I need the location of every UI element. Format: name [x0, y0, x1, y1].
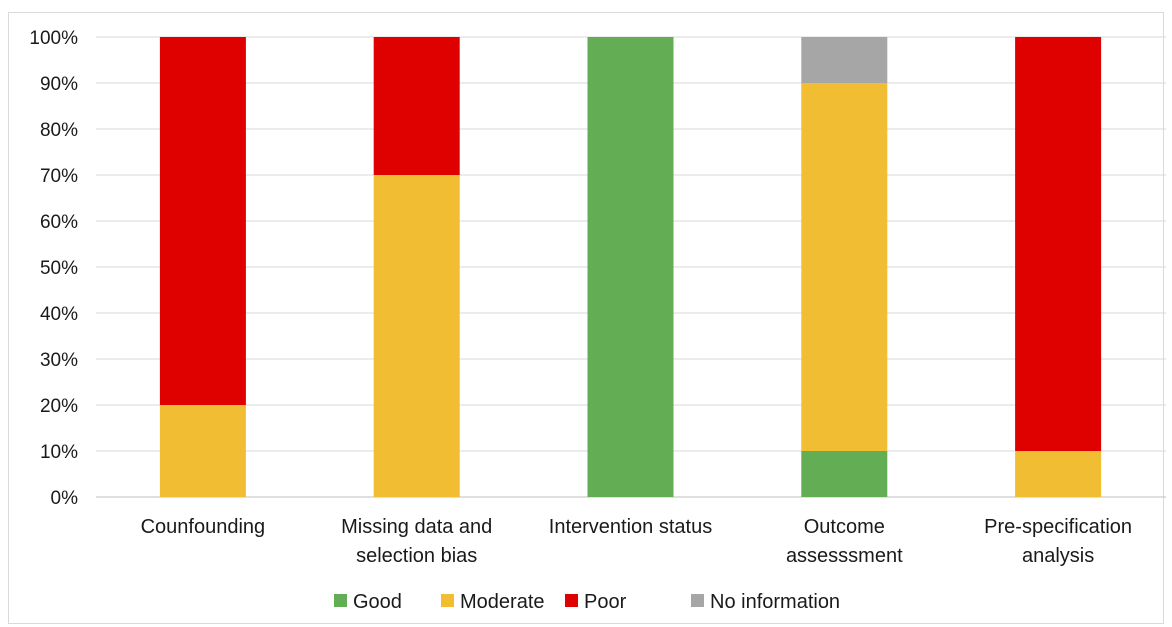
bar-good-2: [587, 37, 674, 497]
x-category-label: Missing data and: [341, 516, 492, 538]
y-tick-label: 80%: [40, 120, 78, 141]
y-tick-label: 50%: [40, 258, 78, 279]
legend-label: Poor: [584, 591, 627, 613]
y-tick-label: 70%: [40, 166, 78, 187]
legend-swatch-no-information: [691, 594, 704, 607]
x-category-label: assesssment: [786, 545, 903, 567]
legend-swatch-poor: [565, 594, 578, 607]
x-category-label: Counfounding: [141, 516, 266, 538]
x-category-label: Outcome: [804, 516, 885, 538]
legend-label: Good: [353, 591, 402, 613]
bar-good-3: [801, 451, 888, 497]
y-tick-label: 60%: [40, 212, 78, 233]
x-category-label: selection bias: [356, 545, 477, 567]
bar-poor-4: [1015, 37, 1102, 451]
bar-no-information-3: [801, 37, 888, 83]
legend-swatch-good: [334, 594, 347, 607]
y-tick-label: 90%: [40, 74, 78, 95]
y-axis: 0% 10% 20% 30% 40% 50% 60% 70% 80% 90% 100%: [29, 28, 78, 509]
y-tick-label: 0%: [51, 488, 79, 509]
y-tick-label: 30%: [40, 350, 78, 371]
x-category-label: Intervention status: [549, 516, 712, 538]
bar-moderate-3: [801, 83, 888, 451]
legend: Good Moderate Poor No information: [334, 591, 840, 613]
legend-label: No information: [710, 591, 840, 613]
y-tick-label: 40%: [40, 304, 78, 325]
bar-moderate-4: [1015, 451, 1102, 497]
bar-moderate-0: [159, 405, 246, 497]
legend-swatch-moderate: [441, 594, 454, 607]
y-tick-label: 10%: [40, 442, 78, 463]
y-tick-label: 20%: [40, 396, 78, 417]
bar-poor-1: [373, 37, 460, 175]
legend-label: Moderate: [460, 591, 545, 613]
x-category-label: Pre-specification: [984, 516, 1132, 538]
y-tick-label: 100%: [29, 28, 78, 49]
bar-moderate-1: [373, 175, 460, 497]
x-category-label: analysis: [1022, 545, 1094, 567]
chart-frame: [8, 12, 1164, 624]
x-axis: Counfounding Missing data and selection bi…: [141, 516, 1132, 567]
bar-poor-0: [159, 37, 246, 405]
bars: [159, 37, 1102, 497]
